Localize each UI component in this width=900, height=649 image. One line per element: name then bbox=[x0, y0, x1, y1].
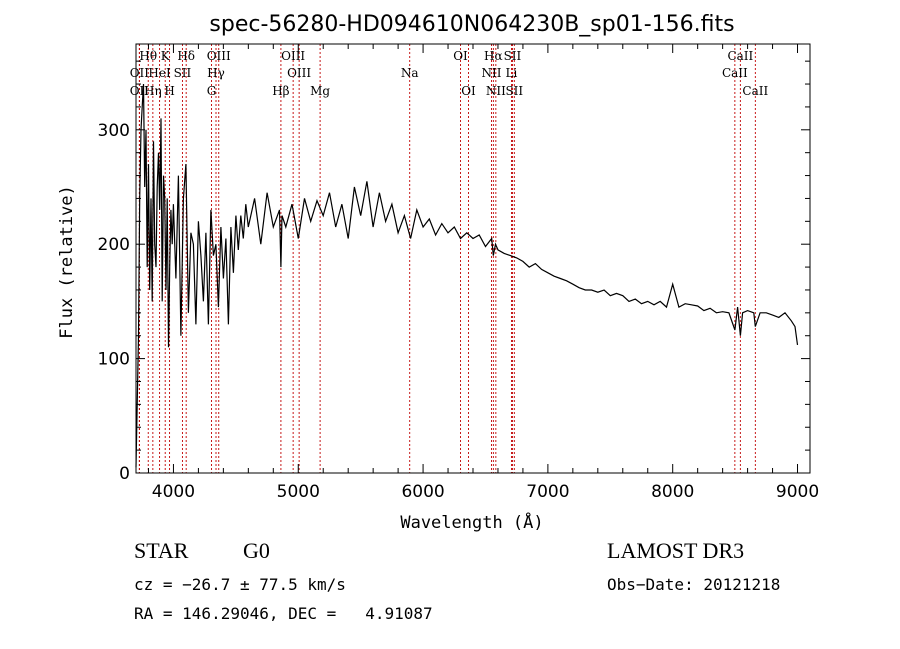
line-label: Hα bbox=[484, 49, 503, 63]
axes: 4000 5000 6000 7000 8000 9000 0 100 200 300 bbox=[98, 44, 819, 502]
x-tick-label: 5000 bbox=[277, 482, 320, 502]
x-axis-label: Wavelength (Å) bbox=[400, 511, 543, 533]
line-label: NII bbox=[481, 66, 501, 80]
y-tick-label: 0 bbox=[119, 464, 130, 484]
observation-date: Obs−Date: 20121218 bbox=[607, 575, 781, 594]
line-label: Hθ bbox=[139, 49, 157, 63]
line-label: H bbox=[164, 84, 174, 98]
line-label: Hη bbox=[144, 84, 162, 98]
y-tick-label: 200 bbox=[98, 235, 130, 255]
x-tick-label: 8000 bbox=[651, 482, 694, 502]
redshift-velocity: cz = −26.7 ± 77.5 km/s bbox=[134, 575, 346, 594]
line-label: OIII bbox=[281, 49, 305, 63]
line-label: OIII bbox=[287, 66, 311, 80]
line-label: Hδ bbox=[177, 49, 195, 63]
line-label: HeI bbox=[148, 66, 171, 80]
line-label: Li bbox=[506, 66, 518, 80]
line-label: CaII bbox=[727, 49, 753, 63]
line-label: K bbox=[161, 49, 171, 63]
line-label: SII bbox=[505, 84, 523, 98]
line-label: OIII bbox=[207, 49, 231, 63]
spectrum-line bbox=[135, 83, 799, 468]
line-label: CaII bbox=[742, 84, 768, 98]
line-label: Mg bbox=[310, 84, 330, 98]
object-class: STAR bbox=[134, 538, 189, 563]
line-label: Hγ bbox=[207, 66, 225, 80]
chart-title: spec-56280-HD094610N064230B_sp01-156.fit… bbox=[209, 12, 734, 37]
line-label: OII bbox=[130, 84, 150, 98]
y-tick-label: 100 bbox=[98, 350, 130, 370]
line-label: OI bbox=[453, 49, 468, 63]
x-tick-label: 6000 bbox=[401, 482, 444, 502]
line-label: Na bbox=[401, 66, 419, 80]
survey-name: LAMOST DR3 bbox=[607, 538, 745, 563]
line-label: OII bbox=[130, 66, 150, 80]
y-tick-label: 300 bbox=[98, 121, 130, 141]
line-label: SII bbox=[504, 49, 522, 63]
line-label: Hβ bbox=[272, 84, 289, 98]
y-axis-label: Flux (relative) bbox=[57, 185, 77, 339]
object-subclass: G0 bbox=[243, 538, 270, 563]
x-tick-label: 7000 bbox=[526, 482, 569, 502]
emission-line-markers bbox=[138, 44, 756, 473]
plot-frame bbox=[135, 43, 811, 474]
line-label: G bbox=[207, 84, 217, 98]
line-label: OI bbox=[461, 84, 476, 98]
line-label: NII bbox=[486, 84, 506, 98]
x-tick-label: 4000 bbox=[152, 482, 195, 502]
line-label: SII bbox=[174, 66, 192, 80]
line-label: CaII bbox=[722, 66, 748, 80]
coordinates: RA = 146.29046, DEC = 4.91087 bbox=[134, 604, 433, 623]
x-tick-label: 9000 bbox=[776, 482, 819, 502]
